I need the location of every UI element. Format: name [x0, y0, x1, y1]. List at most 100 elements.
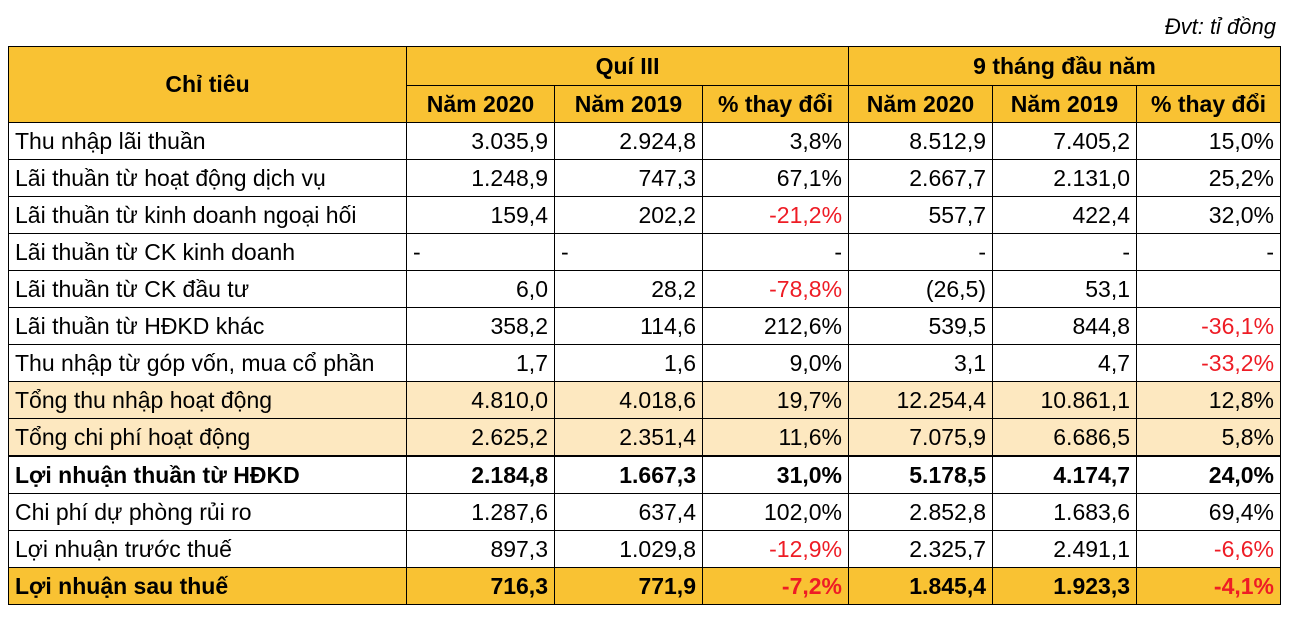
cell-y-chg: - — [1136, 233, 1282, 271]
header-9m-2020: Năm 2020 — [848, 85, 994, 123]
row-label: Lãi thuần từ CK kinh doanh — [8, 233, 407, 271]
cell-q-chg: 212,6% — [701, 307, 850, 345]
header-9m-change: % thay đổi — [1136, 85, 1282, 123]
cell-y-2020: - — [848, 233, 994, 271]
cell-q-chg: 11,6% — [701, 418, 850, 457]
row-label: Lãi thuần từ hoạt động dịch vụ — [8, 159, 407, 197]
cell-y-2019: 4.174,7 — [992, 455, 1138, 494]
cell-q-2019: 114,6 — [554, 307, 703, 345]
cell-q-chg: 31,0% — [701, 455, 850, 494]
cell-q-2019: 28,2 — [554, 270, 703, 308]
cell-q-2020: 897,3 — [406, 530, 555, 568]
row-label: Tổng thu nhập hoạt động — [8, 381, 407, 419]
cell-q-2020: 2.184,8 — [406, 455, 555, 494]
cell-y-chg: -4,1% — [1136, 567, 1282, 605]
cell-y-2020: 557,7 — [848, 196, 994, 234]
cell-q-2020: 159,4 — [406, 196, 555, 234]
header-q3-change: % thay đổi — [701, 85, 850, 123]
table-row: Lãi thuần từ kinh doanh ngoại hối 159,4 20… — [8, 196, 1282, 234]
cell-y-2019: 6.686,5 — [992, 418, 1138, 457]
row-label: Tổng chi phí hoạt động — [8, 418, 407, 457]
cell-y-2019: 4,7 — [992, 344, 1138, 382]
cell-y-chg — [1136, 270, 1282, 308]
cell-y-2020: (26,5) — [848, 270, 994, 308]
header-q3-2019: Năm 2019 — [554, 85, 703, 123]
row-label: Chi phí dự phòng rủi ro — [8, 493, 407, 531]
cell-q-2019: 637,4 — [554, 493, 703, 531]
cell-y-2020: 539,5 — [848, 307, 994, 345]
cell-y-2019: 53,1 — [992, 270, 1138, 308]
cell-y-2019: 7.405,2 — [992, 122, 1138, 160]
cell-y-chg: -36,1% — [1136, 307, 1282, 345]
cell-q-chg: -78,8% — [701, 270, 850, 308]
table-row: Lợi nhuận sau thuế 716,3 771,9 -7,2% 1.845,4… — [8, 567, 1282, 605]
cell-q-2020: 358,2 — [406, 307, 555, 345]
cell-q-2019: 747,3 — [554, 159, 703, 197]
cell-y-2020: 3,1 — [848, 344, 994, 382]
cell-y-chg: 5,8% — [1136, 418, 1282, 457]
cell-y-2020: 2.667,7 — [848, 159, 994, 197]
cell-q-2020: 1.248,9 — [406, 159, 555, 197]
cell-q-2019: 4.018,6 — [554, 381, 703, 419]
cell-y-2020: 8.512,9 — [848, 122, 994, 160]
cell-q-2020: 716,3 — [406, 567, 555, 605]
cell-q-2019: - — [554, 233, 703, 271]
row-label: Lợi nhuận sau thuế — [8, 567, 407, 605]
cell-y-2019: 844,8 — [992, 307, 1138, 345]
cell-y-2019: - — [992, 233, 1138, 271]
row-label: Lợi nhuận trước thuế — [8, 530, 407, 568]
header-indicator: Chỉ tiêu — [8, 46, 407, 123]
table-row: Tổng thu nhập hoạt động 4.810,0 4.018,6 19,… — [8, 381, 1282, 419]
table-row: Lãi thuần từ CK kinh doanh - - - - - - — [8, 233, 1282, 271]
row-label: Lợi nhuận thuần từ HĐKD — [8, 455, 407, 494]
cell-y-2019: 2.131,0 — [992, 159, 1138, 197]
table-row: Tổng chi phí hoạt động 2.625,2 2.351,4 11,6… — [8, 418, 1282, 457]
row-label: Thu nhập từ góp vốn, mua cổ phần — [8, 344, 407, 382]
cell-q-chg: 9,0% — [701, 344, 850, 382]
cell-q-2019: 2.924,8 — [554, 122, 703, 160]
cell-q-2020: 3.035,9 — [406, 122, 555, 160]
header-group-9m: 9 tháng đầu năm — [848, 46, 1282, 86]
cell-y-chg: -6,6% — [1136, 530, 1282, 568]
cell-q-chg: 67,1% — [701, 159, 850, 197]
table-row: Chi phí dự phòng rủi ro 1.287,6 637,4 102,0… — [8, 493, 1282, 531]
cell-y-2020: 1.845,4 — [848, 567, 994, 605]
cell-y-chg: -33,2% — [1136, 344, 1282, 382]
cell-q-chg: -7,2% — [701, 567, 850, 605]
cell-q-2019: 1,6 — [554, 344, 703, 382]
cell-q-2019: 771,9 — [554, 567, 703, 605]
cell-y-2019: 2.491,1 — [992, 530, 1138, 568]
table-row: Lãi thuần từ HĐKD khác 358,2 114,6 212,6% 53… — [8, 307, 1282, 345]
table-row: Lợi nhuận thuần từ HĐKD 2.184,8 1.667,3 31,… — [8, 455, 1282, 494]
cell-q-2019: 202,2 — [554, 196, 703, 234]
financial-results-table: Chỉ tiêu Quí III 9 tháng đầu năm Năm 202… — [8, 46, 1282, 605]
cell-q-chg: 3,8% — [701, 122, 850, 160]
cell-q-2019: 1.667,3 — [554, 455, 703, 494]
header-9m-2019: Năm 2019 — [992, 85, 1138, 123]
cell-y-2019: 1.683,6 — [992, 493, 1138, 531]
table-row: Thu nhập từ góp vốn, mua cổ phần 1,7 1,6 9,… — [8, 344, 1282, 382]
cell-y-2020: 2.852,8 — [848, 493, 994, 531]
cell-y-2019: 10.861,1 — [992, 381, 1138, 419]
cell-q-2020: 6,0 — [406, 270, 555, 308]
row-label: Thu nhập lãi thuần — [8, 122, 407, 160]
cell-q-chg: -12,9% — [701, 530, 850, 568]
cell-q-2019: 2.351,4 — [554, 418, 703, 457]
cell-y-chg: 69,4% — [1136, 493, 1282, 531]
row-label: Lãi thuần từ CK đầu tư — [8, 270, 407, 308]
cell-y-chg: 32,0% — [1136, 196, 1282, 234]
table-row: Lãi thuần từ CK đầu tư 6,0 28,2 -78,8% (26,5… — [8, 270, 1282, 308]
cell-q-chg: 19,7% — [701, 381, 850, 419]
cell-q-2020: - — [406, 233, 555, 271]
cell-q-2019: 1.029,8 — [554, 530, 703, 568]
cell-q-2020: 1.287,6 — [406, 493, 555, 531]
cell-q-chg: - — [701, 233, 850, 271]
unit-note: Đvt: tỉ đồng — [1164, 14, 1276, 39]
cell-q-2020: 1,7 — [406, 344, 555, 382]
cell-y-2019: 422,4 — [992, 196, 1138, 234]
table-row: Thu nhập lãi thuần 3.035,9 2.924,8 3,8% 8.51… — [8, 122, 1282, 160]
cell-q-chg: -21,2% — [701, 196, 850, 234]
row-label: Lãi thuần từ HĐKD khác — [8, 307, 407, 345]
cell-y-2020: 5.178,5 — [848, 455, 994, 494]
cell-y-chg: 24,0% — [1136, 455, 1282, 494]
